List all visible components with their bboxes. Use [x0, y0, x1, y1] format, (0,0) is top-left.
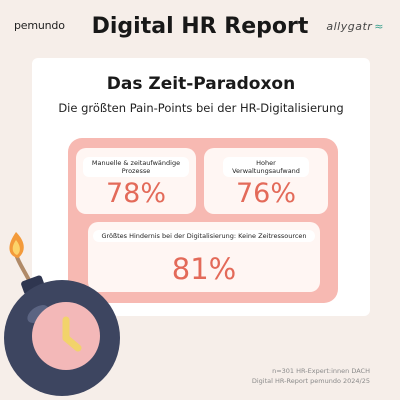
- flame-icon: [9, 232, 24, 258]
- stat-label: Größtes Hindernis bei der Digitalisierun…: [88, 230, 320, 242]
- stat-box-time-resources: Größtes Hindernis bei der Digitalisierun…: [88, 222, 320, 292]
- card-title: Das Zeit-Paradoxon: [106, 74, 296, 94]
- allygatr-logo: allygatr ≈: [326, 20, 384, 33]
- stat-label-text: Hoher Verwaltungsaufwand: [223, 157, 309, 177]
- bomb-icon: [4, 232, 120, 396]
- stat-value: 81%: [171, 252, 237, 286]
- page-title: Digital HR Report: [91, 14, 309, 39]
- stat-label: Manuelle & zeitaufwändige Prozesse: [76, 157, 196, 177]
- card-subtitle: Die größten Pain-Points bei der HR-Digit…: [58, 101, 344, 115]
- stat-label: Hoher Verwaltungsaufwand: [204, 157, 328, 177]
- clock-icon: [32, 302, 100, 370]
- stat-value: 78%: [105, 178, 166, 209]
- header: pemundo Digital HR Report allygatr ≈: [0, 0, 400, 56]
- stat-label-text: Manuelle & zeitaufwändige Prozesse: [83, 157, 189, 177]
- stat-box-admin-effort: Hoher Verwaltungsaufwand 76%: [204, 148, 328, 214]
- wave-icon: ≈: [374, 20, 384, 33]
- stats-panel: Manuelle & zeitaufwändige Prozesse 78% H…: [68, 138, 338, 303]
- stat-box-manual-processes: Manuelle & zeitaufwändige Prozesse 78%: [76, 148, 196, 214]
- report-card: Das Zeit-Paradoxon Die größten Pain-Poin…: [32, 58, 370, 316]
- footnote-sample: n=301 HR-Expert:innen DACH: [272, 367, 370, 375]
- pemundo-logo: pemundo: [14, 19, 65, 32]
- stat-value: 76%: [235, 178, 296, 209]
- allygatr-logo-text: allygatr: [326, 20, 373, 33]
- stat-label-text: Größtes Hindernis bei der Digitalisierun…: [93, 230, 315, 242]
- footnote-source: Digital HR-Report pemundo 2024/25: [251, 377, 370, 385]
- fuse: [14, 252, 32, 284]
